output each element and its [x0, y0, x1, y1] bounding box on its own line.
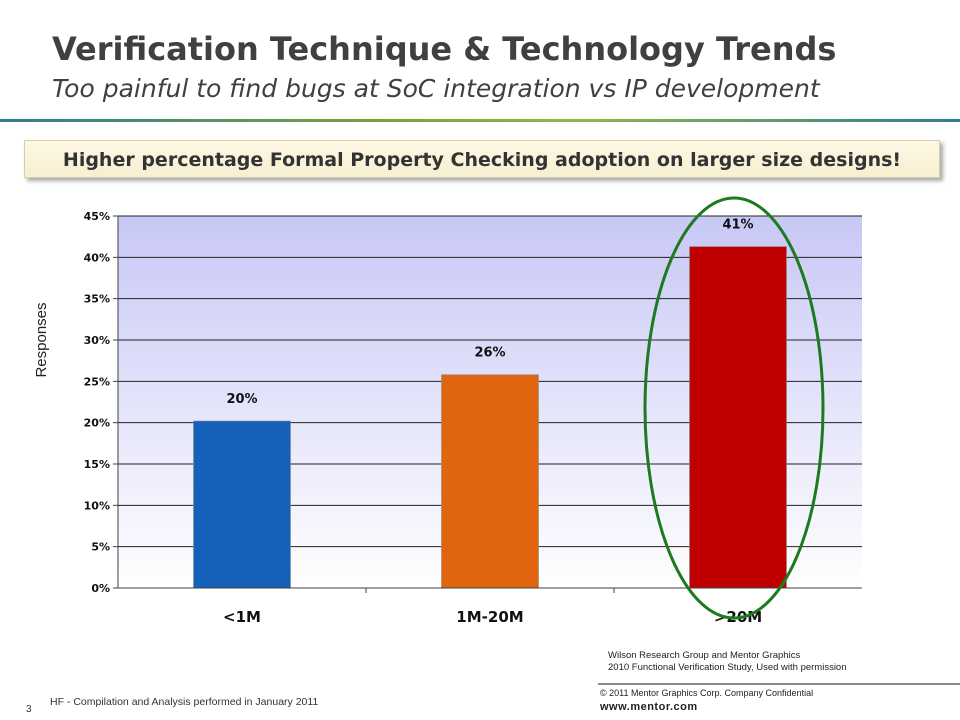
y-tick-label: 10%	[84, 499, 110, 512]
y-axis-title: Responses	[33, 302, 50, 377]
footer-divider	[598, 683, 960, 685]
y-axis-ticks: 0% 5% 10% 15% 20% 25% 30% 35% 40% 45%	[84, 210, 118, 595]
y-tick-label: 35%	[84, 293, 110, 306]
x-axis-labels: <1M 1M-20M >20M	[223, 588, 762, 626]
bars	[193, 246, 787, 589]
data-label: 26%	[474, 346, 505, 361]
x-tick-label: 1M-20M	[456, 608, 523, 626]
bar-1	[193, 420, 291, 589]
callout-banner: Higher percentage Formal Property Checki…	[24, 140, 940, 178]
source-line-2: 2010 Functional Verification Study, Used…	[608, 662, 847, 673]
source-line-1: Wilson Research Group and Mentor Graphic…	[608, 650, 801, 661]
slide-title: Verification Technique & Technology Tren…	[52, 30, 837, 68]
source-note: Wilson Research Group and Mentor Graphic…	[608, 650, 847, 674]
y-tick-label: 5%	[91, 541, 110, 554]
y-tick-label: 45%	[84, 210, 110, 223]
data-label: 41%	[722, 218, 753, 233]
highlight-ellipse	[643, 196, 825, 620]
y-tick-label: 25%	[84, 375, 110, 388]
copyright-text: © 2011 Mentor Graphics Corp. Company Con…	[600, 688, 814, 698]
data-labels: 20% 26% 41%	[226, 218, 753, 407]
x-tick-label: <1M	[223, 608, 261, 626]
y-tick-label: 15%	[84, 458, 110, 471]
footnote: HF - Compilation and Analysis performed …	[50, 696, 319, 708]
bar-2	[441, 374, 539, 589]
y-tick-label: 20%	[84, 417, 110, 430]
y-tick-label: 30%	[84, 334, 110, 347]
company-url: www.mentor.com	[600, 701, 698, 713]
y-tick-label: 0%	[91, 582, 110, 595]
page-number: 3	[26, 704, 32, 715]
y-tick-label: 40%	[84, 251, 110, 264]
slide-subtitle: Too painful to find bugs at SoC integrat…	[52, 74, 820, 103]
data-label: 20%	[226, 392, 257, 407]
bar-3	[689, 246, 787, 589]
title-divider	[0, 119, 960, 122]
